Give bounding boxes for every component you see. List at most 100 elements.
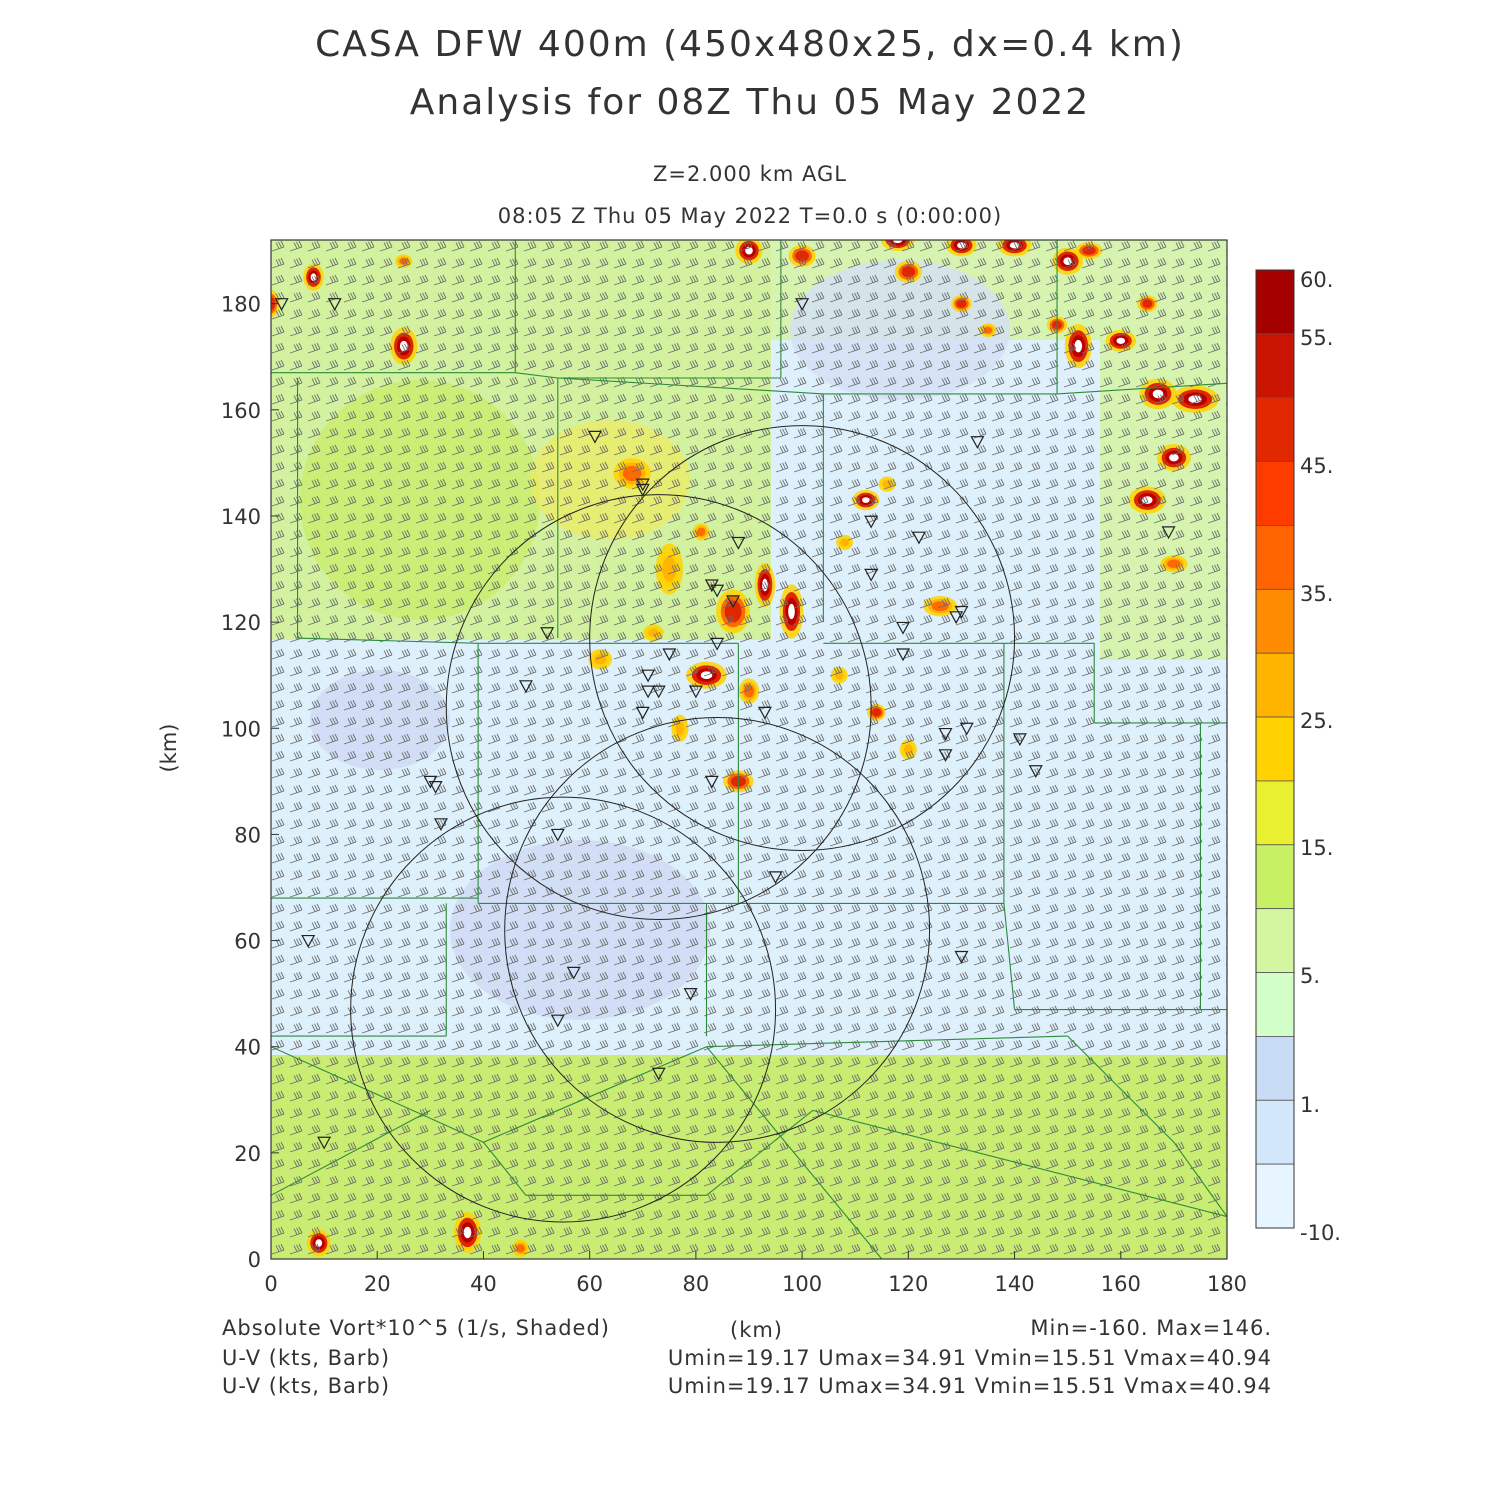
county-line [706, 1035, 1068, 1048]
radar-marker [959, 722, 974, 736]
radar-marker [768, 871, 783, 885]
colorbar-swatch [1255, 972, 1295, 1037]
county-line [515, 372, 558, 379]
colorbar-label: 5. [1300, 964, 1320, 988]
colorbar-swatch [1255, 844, 1295, 910]
min-max-label: Min=-160. Max=146. [1030, 1316, 1272, 1340]
x-tick-label: 160 [1101, 1272, 1141, 1296]
colorbar-label: -10. [1300, 1221, 1341, 1245]
county-line [706, 1046, 883, 1259]
radar-marker [651, 685, 666, 699]
y-tick-label: 160 [221, 399, 261, 423]
county-line [1067, 1035, 1175, 1143]
county-line [706, 1109, 814, 1196]
range-ring [445, 494, 872, 920]
radar-marker [757, 706, 772, 720]
range-ring [504, 717, 931, 1143]
radar-marker [550, 828, 565, 842]
radar-marker [274, 298, 289, 311]
county-boundaries [271, 240, 1227, 1259]
radar-marker [896, 621, 911, 635]
radar-markers [274, 298, 1176, 1150]
radar-marker [428, 781, 443, 794]
y-tick-label: 40 [234, 1036, 261, 1060]
radar-marker [911, 531, 926, 545]
county-line [812, 1109, 1227, 1218]
radar-marker [635, 706, 650, 720]
radar-marker [550, 1014, 565, 1028]
colorbar-label: 45. [1300, 454, 1333, 478]
y-tick-label: 120 [221, 611, 261, 635]
radar-marker [327, 298, 342, 311]
colorbar: 60. 55. 45. 35. 25. 15. 5. 1. -10. [1255, 268, 1341, 1245]
barb-label-2: U-V (kts, Barb) [222, 1374, 391, 1398]
field-label: Absolute Vort*10^5 (1/s, Shaded) [222, 1316, 610, 1340]
barb-label-1: U-V (kts, Barb) [222, 1346, 391, 1370]
county-line [1057, 382, 1227, 395]
county-line [483, 1141, 527, 1196]
range-ring [350, 796, 777, 1223]
colorbar-swatch [1255, 588, 1295, 654]
colorbar-label: 55. [1300, 326, 1333, 350]
y-tick-label: 0 [248, 1248, 261, 1272]
colorbar-swatch [1255, 269, 1295, 335]
colorbar-label: 1. [1300, 1093, 1320, 1117]
radar-marker [864, 568, 879, 582]
radar-range-rings [350, 425, 1016, 1223]
radar-marker [954, 950, 969, 964]
wind-barbs [271, 240, 1227, 1259]
radar-marker [1028, 765, 1043, 778]
radar-marker [587, 430, 602, 444]
colorbar-swatch [1255, 716, 1295, 782]
colorbar-label: 15. [1300, 836, 1333, 860]
colorbar-label: 35. [1300, 582, 1333, 606]
radar-marker [662, 648, 677, 662]
range-ring [589, 425, 1016, 851]
radar-marker [864, 515, 879, 529]
chart-title: CASA DFW 400m (450x480x25, dx=0.4 km) [315, 24, 1185, 65]
x-tick-label: 40 [470, 1272, 497, 1296]
radar-marker [641, 669, 656, 683]
x-tick-label: 140 [995, 1272, 1035, 1296]
county-line [1003, 903, 1016, 1010]
radar-marker [566, 966, 581, 980]
colorbar-swatch [1255, 333, 1295, 399]
y-tick-label: 180 [221, 293, 261, 317]
y-tick-label: 100 [221, 717, 261, 741]
radar-marker [938, 749, 953, 763]
county-line [297, 637, 479, 644]
colorbar-swatch [1255, 461, 1295, 526]
colorbar-swatch [1255, 908, 1295, 973]
x-tick-label: 60 [576, 1272, 603, 1296]
radar-marker [683, 988, 698, 1001]
colorbar-swatch [1255, 652, 1295, 718]
radar-marker [518, 680, 533, 694]
wind-stats-2: Umin=19.17 Umax=34.91 Vmin=15.51 Vmax=40… [667, 1374, 1272, 1398]
radar-marker [317, 1136, 332, 1150]
radar-marker [635, 483, 650, 497]
radar-marker [641, 685, 656, 699]
x-axis-unit: (km) [730, 1318, 784, 1342]
radar-marker [1012, 733, 1027, 747]
x-tick-label: 100 [782, 1272, 822, 1296]
radar-marker [688, 685, 703, 699]
colorbar-swatch [1255, 1163, 1295, 1229]
valid-time-label: 08:05 Z Thu 05 May 2022 T=0.0 s (0:00:00… [497, 204, 1003, 228]
radar-marker [540, 627, 555, 640]
colorbar-label: 60. [1300, 268, 1333, 292]
wind-stats-1: Umin=19.17 Umax=34.91 Vmin=15.51 Vmax=40… [667, 1346, 1272, 1370]
radar-marker [704, 775, 719, 789]
level-label: Z=2.000 km AGL [652, 162, 848, 186]
radar-marker [433, 818, 448, 832]
y-tick-label: 60 [234, 930, 261, 954]
radar-marker [795, 298, 810, 311]
radar-marker [938, 727, 953, 741]
x-tick-label: 0 [264, 1272, 277, 1296]
county-line [271, 1046, 484, 1143]
county-line [1173, 1141, 1227, 1217]
x-tick-label: 120 [888, 1272, 928, 1296]
colorbar-swatch [1255, 780, 1295, 846]
radar-marker [731, 536, 746, 550]
colorbar-frame [1255, 269, 1295, 1229]
